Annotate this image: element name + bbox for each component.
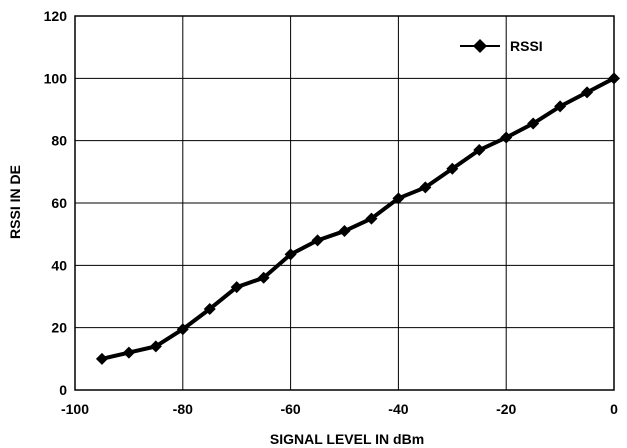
legend-diamond-marker [473, 39, 487, 53]
y-axis-title: RSSI IN DE [7, 165, 23, 239]
y-tick-label: 20 [51, 320, 67, 336]
data-point-marker [419, 181, 432, 194]
legend: RSSI [460, 38, 543, 54]
legend-label-rssi: RSSI [510, 38, 543, 54]
y-tick-label: 120 [44, 8, 68, 24]
data-point-marker [203, 302, 216, 315]
grid-lines [74, 15, 615, 391]
data-point-marker [473, 144, 486, 157]
data-point-marker [527, 117, 540, 130]
data-point-marker [284, 248, 297, 261]
data-point-marker [230, 281, 243, 294]
data-point-marker [446, 162, 459, 175]
data-point-marker [311, 234, 324, 247]
y-tick-label: 0 [59, 382, 67, 398]
x-tick-label: 0 [610, 401, 618, 417]
y-tick-label: 40 [51, 257, 67, 273]
data-point-marker [176, 323, 189, 336]
series-layer [95, 72, 620, 365]
data-point-marker [338, 225, 351, 238]
data-point-marker [392, 192, 405, 205]
plot-area-frame [74, 15, 615, 391]
y-axis-tick-labels: 0 20 40 60 80 100 120 [44, 8, 68, 398]
x-tick-label: -40 [388, 401, 408, 417]
data-point-marker [608, 72, 620, 85]
x-tick-label: -20 [496, 401, 516, 417]
data-point-marker [122, 346, 135, 359]
x-axis-tick-labels: -100 -80 -60 -40 -20 0 [61, 401, 618, 417]
data-point-marker [554, 100, 567, 113]
data-point-marker [95, 352, 108, 365]
y-tick-label: 60 [51, 195, 67, 211]
x-tick-label: -60 [280, 401, 300, 417]
data-point-marker [257, 271, 270, 284]
x-tick-label: -100 [61, 401, 89, 417]
data-point-marker [365, 212, 378, 225]
data-point-marker [149, 340, 162, 353]
x-tick-label: -80 [173, 401, 193, 417]
y-tick-label: 100 [44, 70, 68, 86]
series-line-rssi [101, 76, 615, 361]
data-point-marker [581, 86, 594, 99]
x-axis-title: SIGNAL LEVEL IN dBm [270, 431, 424, 447]
y-tick-label: 80 [51, 133, 67, 149]
data-point-marker [500, 131, 513, 144]
